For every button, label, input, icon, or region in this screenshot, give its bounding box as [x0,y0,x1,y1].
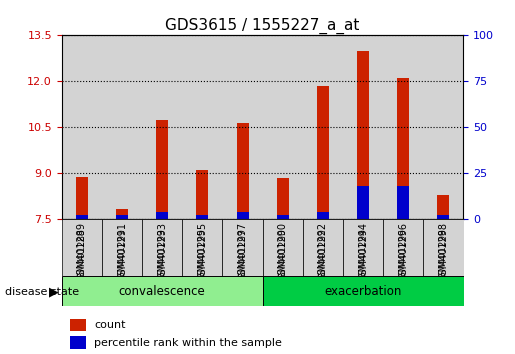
Bar [196,215,209,219]
Text: GSM401292: GSM401292 [318,222,328,281]
Bar [397,186,409,219]
Text: convalescence: convalescence [119,285,205,298]
Bar [156,120,168,219]
Text: GSM401294: GSM401294 [358,228,368,282]
Text: GSM401289: GSM401289 [77,222,87,281]
Text: GSM401296: GSM401296 [398,222,408,281]
Text: GSM401290: GSM401290 [278,222,288,281]
Bar [156,212,168,219]
FancyBboxPatch shape [343,219,383,276]
Bar [102,35,142,219]
Text: GSM401297: GSM401297 [238,228,247,283]
FancyBboxPatch shape [182,219,222,276]
Text: percentile rank within the sample: percentile rank within the sample [94,338,282,348]
Bar [76,177,88,219]
Bar [357,186,369,219]
Text: GSM401292: GSM401292 [318,228,328,282]
Bar [343,35,383,219]
Text: count: count [94,320,126,330]
Bar [317,212,329,219]
Text: GSM401297: GSM401297 [237,222,248,281]
Bar [116,209,128,219]
Text: GSM401293: GSM401293 [158,228,167,283]
Text: disease state: disease state [5,287,79,297]
Bar [277,215,289,219]
Bar [182,35,222,219]
Bar [317,86,329,219]
Bar [423,35,464,219]
Bar [397,78,409,219]
FancyBboxPatch shape [303,219,343,276]
FancyBboxPatch shape [263,276,464,306]
FancyBboxPatch shape [142,219,182,276]
Title: GDS3615 / 1555227_a_at: GDS3615 / 1555227_a_at [165,18,360,34]
Bar [222,35,263,219]
Bar [76,215,88,219]
Bar [116,215,128,219]
Text: GSM401298: GSM401298 [438,222,449,281]
Text: GSM401291: GSM401291 [117,228,127,283]
Bar [142,35,182,219]
Bar [437,195,450,219]
Bar [277,178,289,219]
Text: GSM401293: GSM401293 [157,222,167,281]
Text: GSM401295: GSM401295 [197,222,208,281]
Bar [196,170,209,219]
Text: GSM401298: GSM401298 [439,228,448,283]
Text: GSM401290: GSM401290 [278,228,287,283]
FancyBboxPatch shape [62,276,263,306]
FancyBboxPatch shape [222,219,263,276]
Text: GSM401291: GSM401291 [117,222,127,281]
Bar [62,35,102,219]
Bar [383,35,423,219]
Text: GSM401296: GSM401296 [399,228,408,283]
Bar [70,336,86,349]
Bar [357,51,369,219]
Text: GSM401289: GSM401289 [77,228,87,283]
Text: GSM401295: GSM401295 [198,228,207,283]
Text: GSM401294: GSM401294 [358,222,368,281]
Bar [236,212,249,219]
Bar [437,215,450,219]
Bar [263,35,303,219]
FancyBboxPatch shape [263,219,303,276]
Bar [236,123,249,219]
Text: ▶: ▶ [49,286,59,298]
Bar [70,319,86,331]
FancyBboxPatch shape [383,219,423,276]
Bar [303,35,343,219]
Text: exacerbation: exacerbation [324,285,402,298]
FancyBboxPatch shape [102,219,142,276]
FancyBboxPatch shape [423,219,464,276]
FancyBboxPatch shape [62,219,102,276]
